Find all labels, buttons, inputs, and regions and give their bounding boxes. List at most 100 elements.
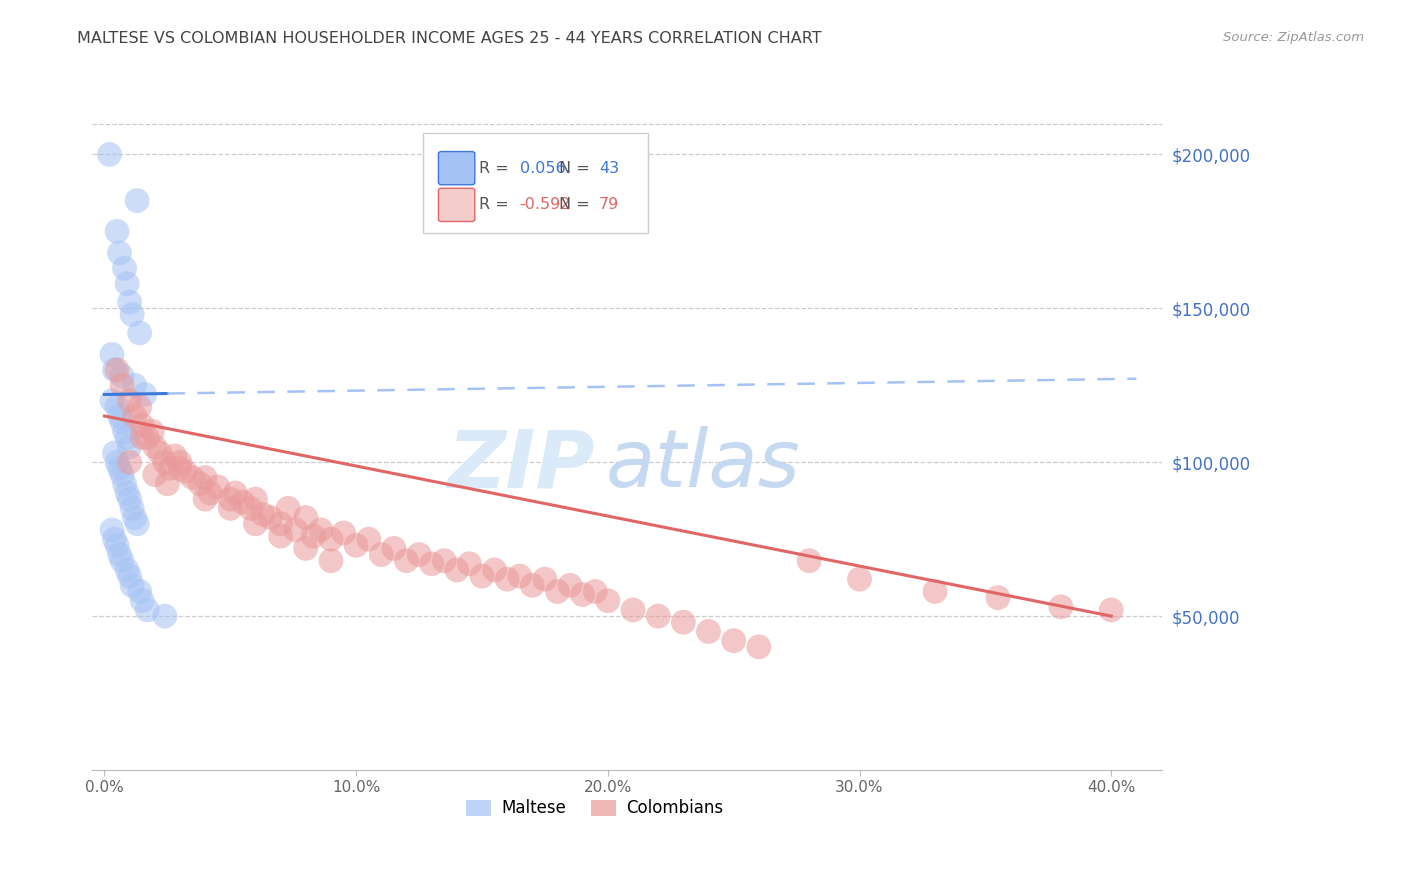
- Text: -0.592: -0.592: [520, 197, 571, 212]
- Point: [259, 510, 281, 524]
- Point: [647, 609, 669, 624]
- Point: [207, 480, 229, 494]
- Point: [131, 593, 153, 607]
- Point: [294, 510, 316, 524]
- Point: [534, 572, 557, 586]
- Point: [547, 584, 569, 599]
- Point: [114, 261, 136, 276]
- Point: [1099, 603, 1122, 617]
- Point: [408, 548, 430, 562]
- Point: [509, 569, 531, 583]
- Point: [198, 486, 221, 500]
- Point: [111, 378, 134, 392]
- Point: [239, 501, 262, 516]
- Point: [169, 461, 191, 475]
- Point: [114, 476, 136, 491]
- Text: R =: R =: [479, 197, 515, 212]
- Point: [159, 461, 181, 475]
- Text: atlas: atlas: [606, 426, 800, 504]
- Point: [344, 538, 367, 552]
- Point: [127, 516, 149, 531]
- Point: [143, 440, 166, 454]
- Point: [128, 326, 150, 340]
- Point: [118, 455, 141, 469]
- Point: [127, 194, 149, 208]
- Point: [103, 446, 125, 460]
- Point: [458, 557, 481, 571]
- Point: [153, 455, 176, 469]
- Point: [124, 510, 146, 524]
- Point: [143, 467, 166, 482]
- Point: [471, 569, 494, 583]
- Point: [101, 393, 124, 408]
- Point: [270, 516, 292, 531]
- Point: [370, 548, 392, 562]
- Point: [194, 492, 217, 507]
- Point: [141, 425, 163, 439]
- Point: [114, 425, 136, 439]
- Point: [115, 563, 138, 577]
- Point: [219, 492, 242, 507]
- Point: [163, 449, 186, 463]
- Point: [149, 446, 172, 460]
- Text: Source: ZipAtlas.com: Source: ZipAtlas.com: [1223, 31, 1364, 45]
- Point: [232, 495, 254, 509]
- FancyBboxPatch shape: [423, 133, 648, 234]
- Point: [136, 603, 159, 617]
- Point: [103, 532, 125, 546]
- Point: [118, 440, 141, 454]
- Point: [153, 609, 176, 624]
- Point: [115, 486, 138, 500]
- FancyBboxPatch shape: [439, 152, 475, 185]
- Point: [101, 523, 124, 537]
- Point: [194, 470, 217, 484]
- Text: N =: N =: [560, 161, 595, 176]
- Point: [128, 584, 150, 599]
- Point: [252, 508, 274, 522]
- Point: [105, 455, 128, 469]
- Point: [924, 584, 946, 599]
- Point: [382, 541, 405, 556]
- Point: [115, 431, 138, 445]
- Point: [118, 569, 141, 583]
- Point: [111, 369, 134, 384]
- Point: [124, 409, 146, 423]
- Point: [156, 476, 179, 491]
- Point: [284, 523, 307, 537]
- Text: N =: N =: [560, 197, 595, 212]
- Point: [105, 400, 128, 414]
- Point: [583, 584, 606, 599]
- Point: [697, 624, 720, 639]
- Point: [134, 387, 156, 401]
- Point: [319, 554, 342, 568]
- Point: [121, 578, 143, 592]
- Point: [332, 526, 354, 541]
- Point: [188, 476, 211, 491]
- Point: [136, 431, 159, 445]
- Text: R =: R =: [479, 161, 515, 176]
- Point: [101, 347, 124, 361]
- Point: [245, 516, 267, 531]
- Point: [128, 400, 150, 414]
- Point: [1050, 599, 1073, 614]
- Point: [169, 455, 191, 469]
- Point: [302, 529, 325, 543]
- Point: [115, 277, 138, 291]
- Point: [108, 409, 131, 423]
- Point: [496, 572, 519, 586]
- Point: [522, 578, 544, 592]
- Point: [987, 591, 1010, 605]
- Point: [131, 431, 153, 445]
- Point: [270, 529, 292, 543]
- Point: [111, 415, 134, 429]
- Text: 43: 43: [599, 161, 619, 176]
- Point: [181, 470, 204, 484]
- Point: [224, 486, 246, 500]
- Text: ZIP: ZIP: [447, 426, 595, 504]
- Point: [748, 640, 770, 654]
- Point: [105, 224, 128, 238]
- Point: [111, 467, 134, 482]
- Text: MALTESE VS COLOMBIAN HOUSEHOLDER INCOME AGES 25 - 44 YEARS CORRELATION CHART: MALTESE VS COLOMBIAN HOUSEHOLDER INCOME …: [77, 31, 823, 46]
- Point: [245, 492, 267, 507]
- Point: [108, 246, 131, 260]
